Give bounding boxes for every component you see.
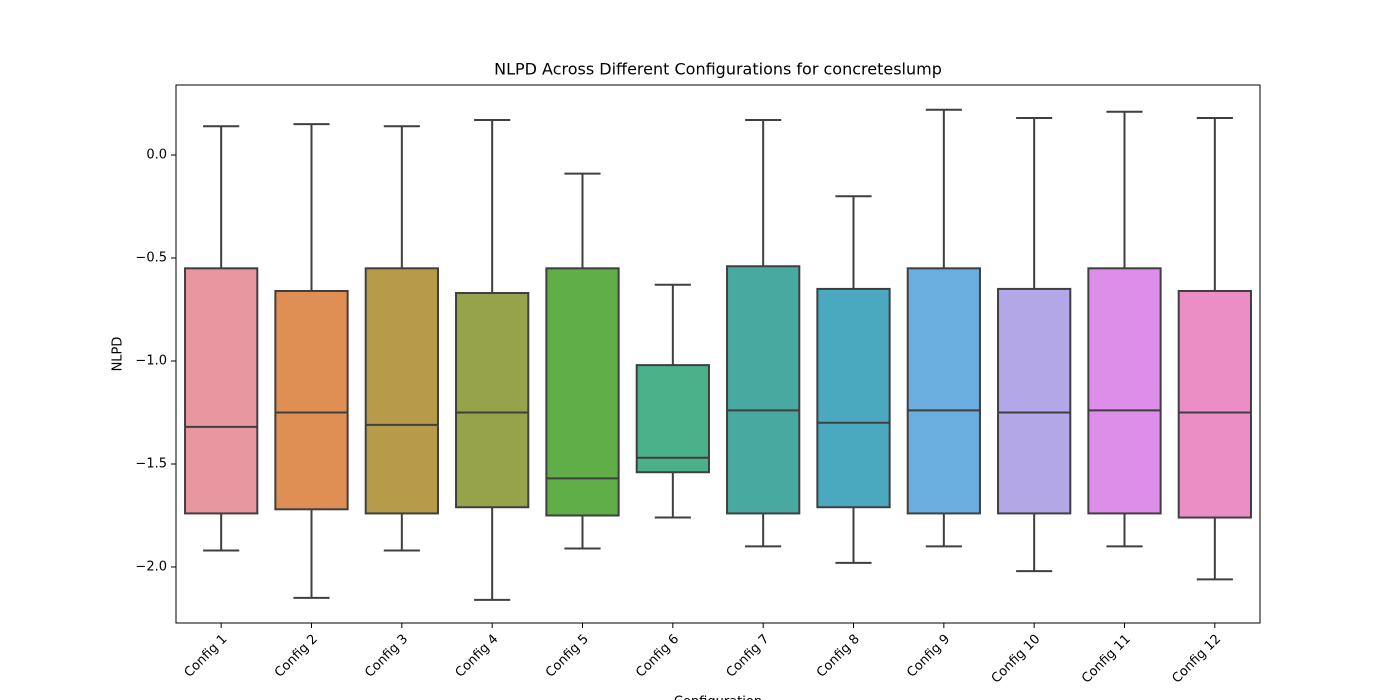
box (635, 364, 710, 474)
box (816, 287, 891, 509)
y-axis-label: NLPD (111, 337, 126, 372)
x-tick-label: Config 10 (989, 632, 1044, 687)
plot-frame (175, 84, 1261, 624)
y-tick-label: −1.5 (135, 456, 167, 471)
x-tick-label: Config 6 (633, 632, 682, 681)
x-tick-label: Config 9 (904, 632, 953, 681)
x-tick-label: Config 1 (182, 632, 231, 681)
box (1087, 267, 1162, 515)
box (997, 287, 1072, 515)
y-tick-label: −0.5 (135, 251, 167, 266)
x-tick-label: Config 8 (814, 632, 863, 681)
box (274, 289, 349, 511)
y-tick-label: 0.0 (146, 148, 167, 163)
box (906, 267, 981, 515)
x-tick-label: Config 12 (1169, 632, 1224, 687)
box (545, 267, 620, 517)
y-tick-label: −1.0 (135, 354, 167, 369)
x-tick-label: Config 11 (1079, 632, 1134, 687)
box (1177, 289, 1252, 519)
x-tick-label: Config 5 (543, 632, 592, 681)
x-tick-label: Config 7 (724, 632, 773, 681)
box (364, 267, 439, 515)
y-tick-label: −2.0 (135, 559, 167, 574)
box (184, 267, 259, 515)
x-tick-label: Config 4 (453, 632, 502, 681)
x-tick-label: Config 3 (362, 632, 411, 681)
x-tick-label: Config 2 (272, 632, 321, 681)
box (455, 292, 530, 509)
chart-title: NLPD Across Different Configurations for… (494, 60, 942, 79)
box (726, 265, 801, 515)
x-axis-label: Configuration (674, 695, 762, 700)
